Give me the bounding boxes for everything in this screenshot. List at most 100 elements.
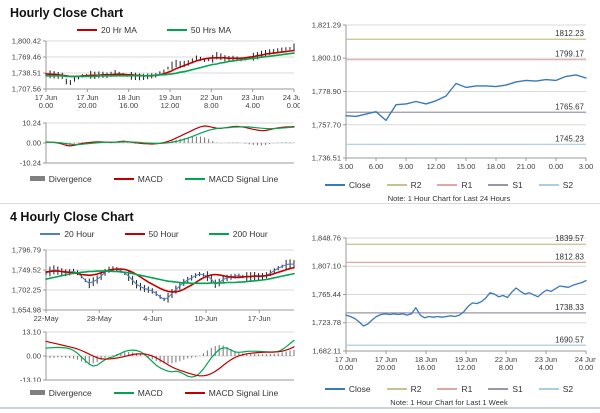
legend-item: 50 Hour: [124, 229, 179, 239]
line-swatch-icon: [488, 183, 509, 186]
svg-text:18.00: 18.00: [487, 162, 506, 171]
legend-label: R2: [410, 179, 422, 190]
legend-item: R1: [437, 384, 472, 394]
svg-text:1,769.46: 1,769.46: [12, 53, 41, 62]
svg-text:1839.57: 1839.57: [555, 234, 584, 243]
svg-text:22 Jun: 22 Jun: [200, 93, 223, 102]
line-swatch-icon: [166, 28, 187, 31]
svg-text:3.00: 3.00: [579, 162, 594, 171]
legend-item: Divergence: [29, 173, 92, 184]
bottom-divider: [0, 407, 600, 409]
hourly-macd-legend: Divergence MACD MACD Signal Line: [8, 172, 300, 185]
svg-text:4.00: 4.00: [245, 101, 260, 110]
svg-text:10-Jun: 10-Jun: [194, 314, 217, 323]
svg-text:22-May: 22-May: [33, 314, 58, 323]
legend-item: S2: [538, 384, 573, 394]
four-hourly-close-legend: 20 Hour 50 Hour 200 Hour: [8, 227, 300, 240]
legend-item: Close: [324, 179, 371, 190]
line-swatch-icon: [386, 387, 407, 390]
svg-text:10.24: 10.24: [22, 119, 41, 128]
legend-item: MACD Signal Line: [184, 174, 278, 184]
pivot-24h-note: Note: 1 Hour Chart for Last 24 Hours: [387, 194, 511, 203]
svg-text:18 Jun: 18 Jun: [415, 355, 438, 364]
legend-item: Close: [324, 383, 371, 394]
bar-swatch-icon: [29, 176, 45, 181]
line-swatch-icon: [124, 232, 145, 235]
svg-text:1690.57: 1690.57: [555, 335, 584, 344]
svg-text:1765.67: 1765.67: [555, 102, 584, 111]
svg-text:1,736.51: 1,736.51: [312, 154, 341, 163]
svg-text:1,800.10: 1,800.10: [312, 54, 341, 63]
svg-text:17 Jun: 17 Jun: [335, 355, 358, 364]
svg-text:17 Jun: 17 Jun: [375, 355, 398, 364]
legend-item: 20 Hour: [40, 229, 95, 239]
four-hourly-macd-legend: Divergence MACD MACD Signal Line: [8, 386, 300, 399]
legend-label: MACD: [137, 387, 163, 398]
svg-text:12.00: 12.00: [457, 363, 476, 372]
svg-text:1,765.44: 1,765.44: [312, 290, 341, 299]
svg-text:1,682.11: 1,682.11: [312, 347, 341, 356]
svg-text:3.00: 3.00: [339, 162, 354, 171]
bar-swatch-icon: [29, 390, 45, 395]
svg-text:1812.83: 1812.83: [555, 252, 584, 261]
svg-text:22 Jun: 22 Jun: [495, 355, 518, 364]
line-swatch-icon: [184, 177, 205, 180]
hourly-close-legend: 20 Hr MA 50 Hrs MA: [8, 23, 300, 36]
svg-text:1,749.52: 1,749.52: [12, 266, 41, 275]
svg-text:23 Jun: 23 Jun: [241, 93, 264, 102]
legend-item: MACD Signal Line: [184, 388, 278, 398]
svg-text:0.00: 0.00: [579, 363, 594, 372]
svg-text:1812.23: 1812.23: [555, 29, 584, 38]
svg-text:12.00: 12.00: [427, 162, 446, 171]
svg-text:24 Jun: 24 Jun: [575, 355, 596, 364]
hourly-close-title: Hourly Close Chart: [10, 6, 124, 20]
four-hourly-macd-chart: 13.10 0.00 -13.10: [20, 328, 295, 382]
legend-label: Close: [348, 179, 371, 190]
svg-text:0.00: 0.00: [549, 162, 564, 171]
svg-text:1,738.51: 1,738.51: [12, 69, 41, 78]
legend-label: 50 Hrs MA: [190, 24, 232, 35]
legend-item: Divergence: [29, 387, 92, 398]
svg-text:1,757.70: 1,757.70: [312, 120, 341, 129]
line-swatch-icon: [113, 177, 134, 180]
svg-text:17 Jun: 17 Jun: [76, 93, 99, 102]
svg-text:0.00: 0.00: [39, 101, 54, 110]
svg-text:20.00: 20.00: [78, 101, 97, 110]
horizontal-divider: [0, 203, 600, 204]
legend-item: R1: [437, 180, 472, 190]
legend-item: 20 Hr MA: [76, 25, 137, 35]
legend-label: Divergence: [48, 387, 92, 398]
line-swatch-icon: [386, 183, 407, 186]
svg-text:1,848.76: 1,848.76: [312, 234, 341, 243]
legend-label: 200 Hour: [232, 228, 268, 239]
svg-text:12.00: 12.00: [161, 101, 180, 110]
pivot-1week-panel: 1,848.76 1,807.10 1,765.44 1,723.78 1,682.11…: [302, 208, 596, 408]
svg-text:1799.17: 1799.17: [555, 50, 584, 59]
legend-label: Divergence: [48, 173, 92, 184]
svg-text:15.00: 15.00: [457, 162, 476, 171]
svg-text:-10.24: -10.24: [20, 159, 41, 168]
legend-item: 50 Hrs MA: [166, 24, 232, 35]
svg-text:19 Jun: 19 Jun: [159, 93, 182, 102]
legend-item: S1: [488, 384, 523, 394]
svg-text:1,796.79: 1,796.79: [12, 246, 41, 255]
svg-text:1745.23: 1745.23: [555, 134, 584, 143]
legend-label: S1: [512, 179, 523, 190]
svg-text:1,778.90: 1,778.90: [312, 87, 341, 96]
legend-label: Close: [348, 383, 371, 394]
svg-text:1738.33: 1738.33: [555, 303, 584, 312]
svg-text:9.00: 9.00: [399, 162, 414, 171]
legend-label: S2: [562, 179, 574, 190]
svg-text:16.00: 16.00: [119, 101, 138, 110]
legend-item: R2: [386, 179, 422, 190]
svg-text:21.00: 21.00: [517, 162, 536, 171]
legend-item: S2: [538, 179, 574, 190]
line-swatch-icon: [113, 391, 134, 394]
svg-text:19 Jun: 19 Jun: [455, 355, 478, 364]
pivot-1week-note: Note: 1 Hour Chart for Last 1 Week: [390, 398, 508, 407]
svg-text:1,654.98: 1,654.98: [12, 306, 41, 315]
svg-text:17-Jun: 17-Jun: [248, 314, 271, 323]
svg-text:0.00: 0.00: [26, 352, 41, 361]
